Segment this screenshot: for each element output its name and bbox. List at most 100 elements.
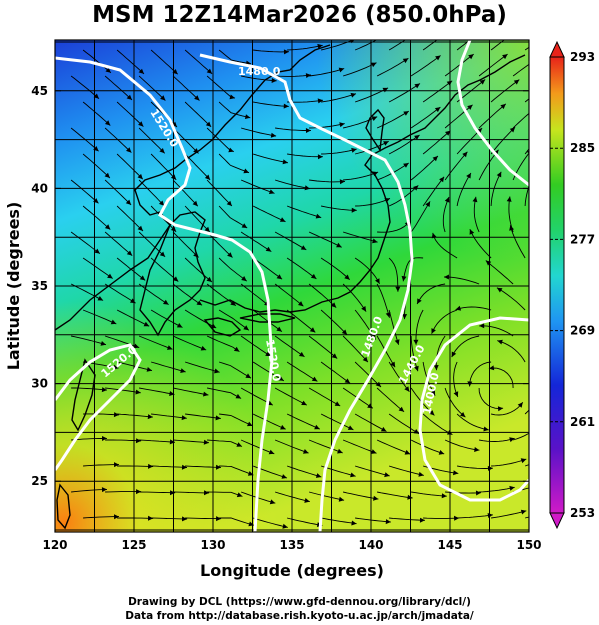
streamline-arrowhead bbox=[236, 442, 242, 447]
streamline bbox=[457, 465, 493, 469]
streamline bbox=[117, 465, 154, 467]
streamline bbox=[240, 127, 277, 137]
colorbar-scale bbox=[549, 56, 565, 514]
streamline-arrowhead bbox=[497, 339, 503, 345]
streamline-arrowhead bbox=[301, 400, 307, 406]
streamline bbox=[287, 44, 323, 51]
streamline-arrowhead bbox=[444, 197, 450, 203]
streamline bbox=[320, 257, 351, 281]
streamline bbox=[342, 335, 369, 363]
streamline-arrowhead bbox=[488, 365, 495, 371]
credits-drawing: Drawing by DCL (https://www.gfd-dennou.o… bbox=[128, 596, 471, 608]
streamline bbox=[354, 465, 390, 477]
streamline-arrowhead bbox=[283, 49, 289, 55]
streamline-arrowhead bbox=[509, 485, 515, 491]
y-axis-ticks: 25 30 35 40 45 bbox=[31, 84, 48, 488]
streamline-arrowhead bbox=[382, 34, 388, 39]
streamline bbox=[488, 367, 514, 389]
streamline-arrowhead bbox=[125, 199, 132, 205]
streamline bbox=[422, 80, 453, 103]
streamline bbox=[355, 197, 391, 207]
streamline bbox=[512, 432, 529, 441]
streamline-arrowhead bbox=[216, 464, 221, 470]
streamline-arrowhead bbox=[167, 345, 173, 350]
streamline-arrowhead bbox=[347, 425, 354, 430]
streamline-arrowhead bbox=[148, 515, 154, 521]
streamline-arrowhead bbox=[160, 95, 166, 101]
streamline-arrowhead bbox=[315, 213, 322, 219]
streamline-arrowhead bbox=[441, 493, 447, 499]
streamline-arrowhead bbox=[402, 314, 408, 320]
streamline bbox=[172, 75, 200, 101]
streamline-arrowhead bbox=[337, 448, 343, 454]
streamline bbox=[410, 106, 441, 129]
streamline bbox=[218, 309, 250, 331]
streamline-arrowhead bbox=[317, 98, 323, 104]
streamline-arrowhead bbox=[146, 367, 152, 372]
streamline-arrowhead bbox=[404, 386, 410, 392]
streamline-arrowhead bbox=[244, 114, 251, 119]
streamline bbox=[388, 309, 400, 345]
streamline-arrowhead bbox=[520, 458, 527, 464]
streamline bbox=[104, 231, 133, 256]
x-tick-label-120: 120 bbox=[42, 538, 67, 552]
streamline bbox=[473, 196, 480, 233]
streamline-arrowhead bbox=[105, 120, 111, 126]
streamline bbox=[150, 153, 177, 181]
streamline bbox=[308, 231, 342, 248]
streamline-arrowhead bbox=[502, 54, 508, 60]
colorbar-label-261: 261 bbox=[570, 415, 595, 429]
streamline bbox=[509, 225, 526, 259]
streamline bbox=[184, 205, 211, 233]
streamline-arrowhead bbox=[535, 104, 540, 109]
streamline bbox=[274, 283, 304, 307]
streamline bbox=[184, 309, 217, 329]
streamline-arrowhead bbox=[280, 424, 286, 430]
streamline-arrowhead bbox=[453, 470, 459, 476]
streamline bbox=[388, 185, 419, 207]
streamline bbox=[116, 49, 145, 75]
streamline bbox=[422, 413, 453, 436]
streamline-arrowhead bbox=[114, 514, 119, 520]
streamline-arrowhead bbox=[205, 121, 212, 127]
streamline-arrowhead bbox=[300, 245, 307, 250]
streamline-arrowhead bbox=[544, 128, 549, 133]
streamline-arrowhead bbox=[509, 127, 516, 133]
streamline-arrowhead bbox=[143, 321, 150, 327]
streamline-arrowhead bbox=[204, 226, 210, 233]
streamline bbox=[422, 176, 445, 207]
streamline bbox=[184, 49, 213, 75]
streamline bbox=[491, 510, 527, 519]
streamline-arrowhead bbox=[385, 519, 391, 525]
streamline bbox=[172, 127, 199, 154]
streamline bbox=[82, 153, 111, 179]
streamline-arrowhead bbox=[500, 103, 506, 110]
streamline-arrowhead bbox=[517, 402, 523, 408]
streamline-arrowhead bbox=[268, 189, 275, 194]
y-axis-label: Latitude (degrees) bbox=[4, 202, 23, 371]
streamline bbox=[410, 439, 445, 455]
streamline bbox=[184, 153, 211, 181]
colorbar-label-285: 285 bbox=[570, 141, 595, 155]
streamline bbox=[252, 257, 283, 280]
streamline bbox=[496, 287, 526, 311]
streamline-arrowhead bbox=[230, 300, 236, 306]
streamline bbox=[422, 40, 438, 51]
colorbar-label-253: 253 bbox=[570, 506, 595, 520]
streamline-arrowhead bbox=[278, 376, 284, 381]
streamline-arrowhead bbox=[520, 509, 527, 515]
streamline-arrowhead bbox=[169, 439, 175, 445]
streamline bbox=[71, 387, 108, 391]
streamline bbox=[117, 413, 153, 418]
streamline-arrowhead bbox=[531, 172, 536, 178]
streamline-arrowhead bbox=[468, 54, 474, 60]
streamline bbox=[490, 126, 516, 155]
streamline-arrowhead bbox=[401, 275, 407, 282]
streamline-arrowhead bbox=[105, 67, 111, 73]
x-tick-label-145: 145 bbox=[437, 538, 462, 552]
streamline-arrowhead bbox=[113, 412, 120, 418]
streamline bbox=[321, 93, 357, 103]
streamline-arrowhead bbox=[305, 128, 311, 133]
streamline bbox=[455, 306, 492, 311]
streamline-arrowhead bbox=[371, 449, 377, 454]
